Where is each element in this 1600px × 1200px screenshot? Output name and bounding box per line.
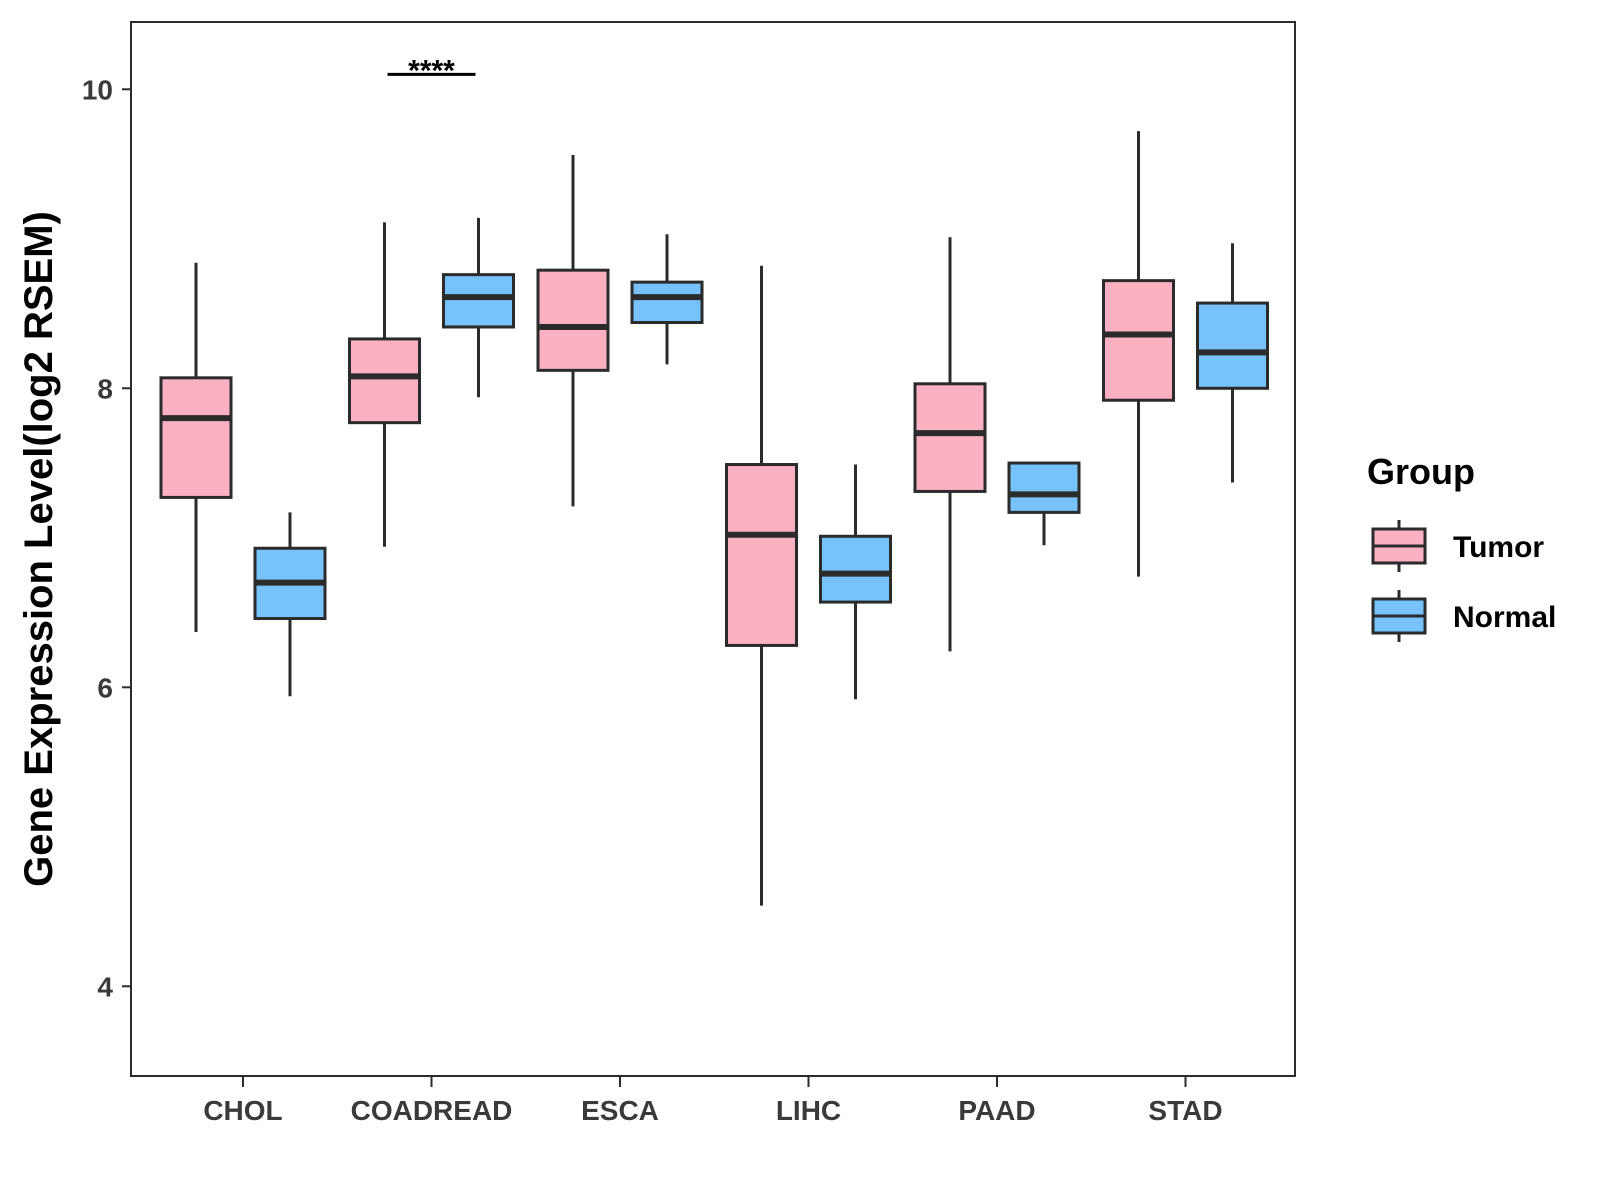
box-body	[348, 337, 421, 425]
box-normal-paad	[1007, 461, 1081, 546]
box-body	[1102, 279, 1175, 402]
y-tick-label: 10	[82, 74, 113, 105]
x-tick-label: STAD	[1148, 1095, 1222, 1126]
box-normal-coadread	[442, 217, 515, 398]
legend-key-normal	[1371, 590, 1427, 642]
x-tick-label: COADREAD	[351, 1095, 513, 1126]
legend-title: Group	[1367, 451, 1475, 492]
y-axis-title: Gene Expression Level(log2 RSEM)	[17, 211, 61, 887]
box-body	[442, 273, 515, 329]
box-tumor-lihc	[725, 265, 798, 906]
x-tick-label: LIHC	[776, 1095, 841, 1126]
legend-label-normal: Normal	[1453, 601, 1556, 634]
box-body	[1007, 461, 1081, 514]
y-tick-label: 8	[97, 373, 113, 404]
box-tumor-coadread	[348, 222, 421, 547]
box-normal-stad	[1196, 243, 1269, 483]
box-normal-chol	[253, 512, 327, 697]
box-tumor-esca	[536, 155, 610, 507]
box-tumor-chol	[159, 262, 233, 632]
y-tick-label: 6	[97, 672, 113, 703]
box-normal-lihc	[819, 464, 892, 700]
x-tick-label: PAAD	[958, 1095, 1035, 1126]
legend: Group Tumor Normal	[1367, 451, 1556, 642]
box-body	[159, 376, 233, 499]
y-tick-label: 4	[97, 971, 113, 1002]
box-body	[1196, 301, 1269, 390]
box-body	[819, 534, 892, 604]
x-tick-label: CHOL	[203, 1095, 282, 1126]
box-body	[725, 463, 798, 647]
box-tumor-paad	[913, 237, 987, 652]
box-body	[913, 382, 987, 493]
box-tumor-stad	[1102, 131, 1175, 577]
legend-label-tumor: Tumor	[1453, 531, 1544, 564]
box-normal-esca	[630, 234, 704, 365]
significance-label: ****	[408, 54, 455, 87]
x-tick-label: ESCA	[581, 1095, 659, 1126]
box-body	[630, 280, 704, 325]
box-body	[536, 268, 610, 372]
legend-key-tumor	[1371, 520, 1427, 572]
